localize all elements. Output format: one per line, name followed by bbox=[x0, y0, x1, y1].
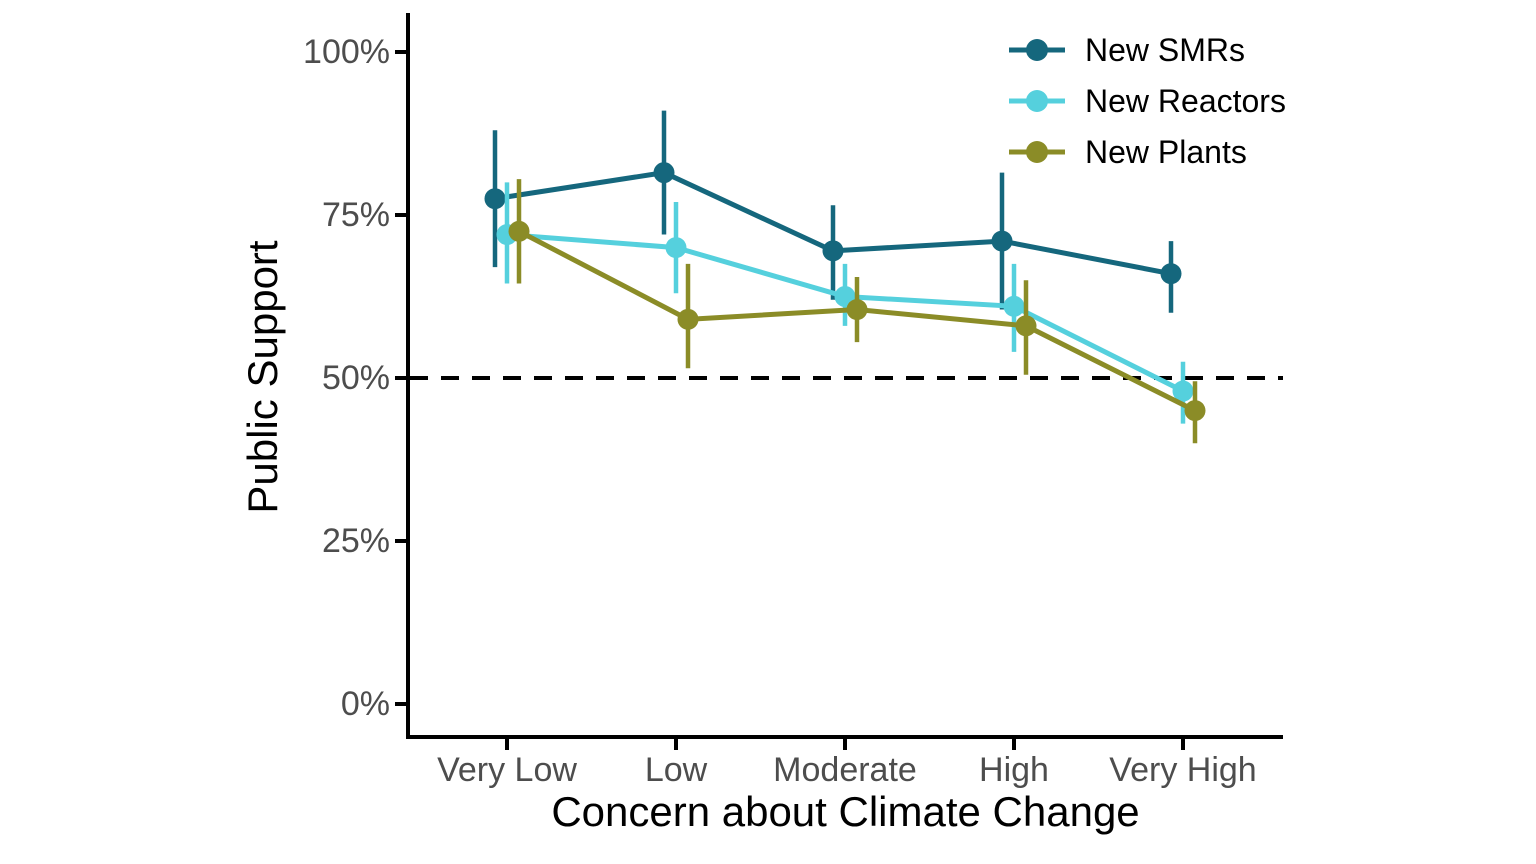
legend-entry-new-smrs: New SMRs bbox=[1007, 32, 1286, 68]
x-tick-label-very-high: Very High bbox=[1109, 751, 1257, 789]
y-tick-label-25: 25% bbox=[321, 522, 390, 560]
x-tick-label-moderate: Moderate bbox=[773, 751, 917, 789]
y-tick-label-50: 50% bbox=[321, 359, 390, 397]
data-point-new-plants bbox=[1184, 400, 1206, 422]
y-tick-label-0: 0% bbox=[340, 685, 390, 723]
data-point-new-reactors bbox=[1172, 380, 1194, 402]
data-point-new-smrs bbox=[991, 230, 1013, 252]
y-tick-label-75: 75% bbox=[321, 196, 390, 234]
data-point-new-plants bbox=[846, 299, 868, 321]
legend-label-new-smrs: New SMRs bbox=[1085, 31, 1246, 68]
data-point-new-reactors bbox=[665, 237, 687, 259]
data-point-new-plants bbox=[677, 308, 699, 330]
data-point-new-plants bbox=[1015, 315, 1037, 337]
legend-marker-new-plants-icon bbox=[1009, 141, 1065, 163]
x-tick-label-very-low: Very Low bbox=[437, 751, 577, 789]
legend-marker-new-smrs-icon bbox=[1009, 39, 1065, 61]
data-point-new-smrs bbox=[1160, 263, 1182, 285]
legend: New SMRs New Reactors New Plants bbox=[1007, 32, 1286, 188]
y-tick-label-100: 100% bbox=[303, 33, 390, 71]
data-point-new-smrs bbox=[653, 162, 675, 184]
data-point-new-smrs bbox=[822, 240, 844, 262]
x-tick-label-high: High bbox=[979, 751, 1049, 789]
x-tick-label-low: Low bbox=[644, 751, 708, 789]
legend-label-new-reactors: New Reactors bbox=[1085, 82, 1286, 119]
legend-marker-new-reactors-icon bbox=[1009, 90, 1065, 112]
data-point-new-smrs bbox=[484, 188, 506, 210]
data-point-new-plants bbox=[508, 220, 530, 242]
x-axis-title: Concern about Climate Change bbox=[551, 788, 1140, 835]
legend-entry-new-plants: New Plants bbox=[1007, 134, 1286, 170]
legend-entry-new-reactors: New Reactors bbox=[1007, 83, 1286, 119]
legend-label-new-plants: New Plants bbox=[1085, 133, 1247, 170]
data-point-new-reactors bbox=[1003, 295, 1025, 317]
